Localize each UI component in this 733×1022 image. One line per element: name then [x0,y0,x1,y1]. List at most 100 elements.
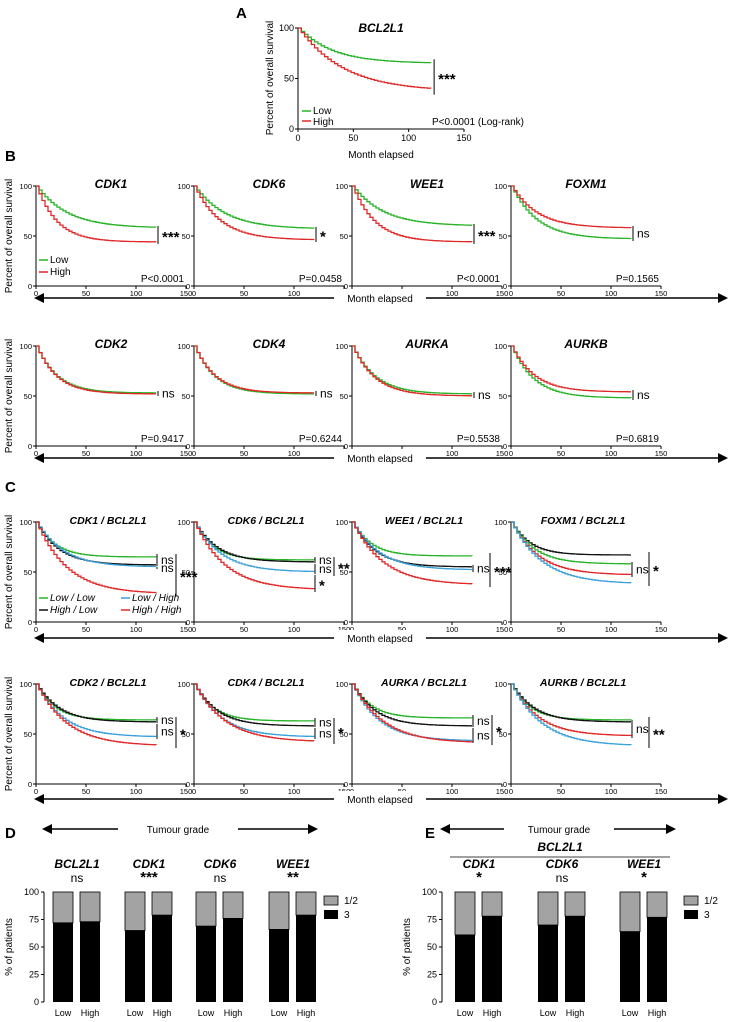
y-tick-label: 100 [335,518,348,527]
x-tick-label: High [153,1008,172,1018]
tumour-grade-label: Tumour grade [147,825,210,836]
significance-label: ns [161,725,174,739]
legend-label-high-high: High / High [132,605,182,616]
legend-label-grade-3: 3 [704,910,710,921]
y-tick-label: 50 [427,942,437,952]
bar-segment-grade-3 [53,922,73,1002]
x-tick-label: 150 [655,449,668,458]
y-tick-label: 0 [186,282,190,291]
y-axis-label: Percent of overall survival [4,179,15,294]
y-tick-label: 100 [19,680,32,689]
bar-segment-grade-3 [125,930,145,1002]
y-tick-label: 0 [432,997,437,1007]
arrow-head-right [308,824,318,834]
bar-segment-grade-3 [296,915,316,1002]
series-high-high [36,683,157,746]
y-tick-label: 100 [279,23,294,33]
series-high [194,345,314,394]
arrow-head-right [718,293,728,303]
bar-segment-grade-3 [196,926,216,1002]
x-tick-label: 50 [240,449,248,458]
p-value: P=0.6244 [299,434,343,445]
y-tick-label: 50 [340,232,348,241]
bar-segment-grade-1-2 [454,891,476,936]
y-axis-label: Percent of overall survival [4,515,15,630]
series-low [36,185,157,228]
bar-segment-grade-3 [647,917,667,1002]
series-low-high [36,683,157,738]
x-tick-label: 0 [34,449,38,458]
panel-E: E Tumour grade BCL2L1 0 25 50 75 100 % of patien… [402,824,718,1018]
p-value: P=0.9417 [141,434,185,445]
series-low-high [511,521,632,584]
y-tick-label: 0 [503,780,507,789]
bar-segment-grade-1-2 [222,891,244,919]
series-low-low [36,683,157,721]
panel-label-D: D [5,825,16,842]
panel-label-C: C [5,479,16,496]
significance-label: ns [161,561,174,575]
x-tick-label: High [224,1008,243,1018]
significance-label: ns [162,387,175,401]
x-tick-label: 50 [557,449,565,458]
series-high-low [194,683,314,727]
legend-label-low-low: Low / Low [50,593,96,604]
significance-label: ns [319,562,332,576]
chart-title: AURKA [404,337,448,351]
bar-segment-grade-1-2 [151,891,173,916]
bar-segment-grade-3 [152,915,172,1002]
arrow-label-bg [334,450,426,466]
y-tick-label: 100 [177,182,190,191]
x-tick-label: 100 [288,289,301,298]
legend-label-grade-1-2: 1/2 [344,896,358,907]
x-tick-label: 50 [557,787,565,796]
x-tick-label: 0 [34,625,38,634]
series-high-high [352,521,473,585]
significance-label: * [320,229,326,246]
x-axis-label: Month elapsed [347,634,413,645]
bar-segment-grade-3 [80,921,100,1002]
x-tick-label: 150 [655,289,668,298]
arrow-head-right [718,633,728,643]
panel-label-E: E [425,825,435,842]
series-high [511,345,631,393]
x-tick-label: 0 [509,289,513,298]
bar-segment-grade-1-2 [195,891,217,927]
bar-segment-grade-3 [223,918,243,1002]
arrow-head-right [718,453,728,463]
significance-label: ns [161,713,174,727]
series-low-high [352,683,472,742]
legend-label-grade-3: 3 [344,910,350,921]
y-tick-label: 75 [427,915,437,925]
series-high [352,185,473,243]
significance-label: * [338,725,344,742]
significance-label: ns [319,553,332,567]
y-tick-label: 50 [499,730,507,739]
x-tick-label: 150 [180,449,193,458]
y-tick-label: 100 [422,887,437,897]
chart-title: CDK2 [95,337,128,351]
chart-title: AURKA / BCL2L1 [380,677,467,689]
series-low [36,345,156,394]
y-tick-label: 50 [499,568,507,577]
legend-swatch-grade-3 [684,910,698,919]
y-tick-label: 50 [182,232,190,241]
series-high-low [352,683,472,727]
p-value: P<0.0001 [457,274,501,285]
panel-D: D Tumour grade 0 25 50 75 100 % of patients BCL2… [4,824,358,1018]
bar-segment-grade-1-2 [646,891,668,918]
x-tick-label: 150 [496,289,509,298]
y-tick-label: 0 [186,780,190,789]
x-tick-label: High [483,1008,502,1018]
y-axis-label: Percent of overall survival [4,339,15,454]
series-low [194,185,315,229]
y-tick-label: 0 [344,282,348,291]
x-tick-label: 150 [180,625,193,634]
significance-label: ns [636,722,649,736]
x-axis-label: Month elapsed [347,454,413,465]
arrow-head-right [666,824,676,834]
